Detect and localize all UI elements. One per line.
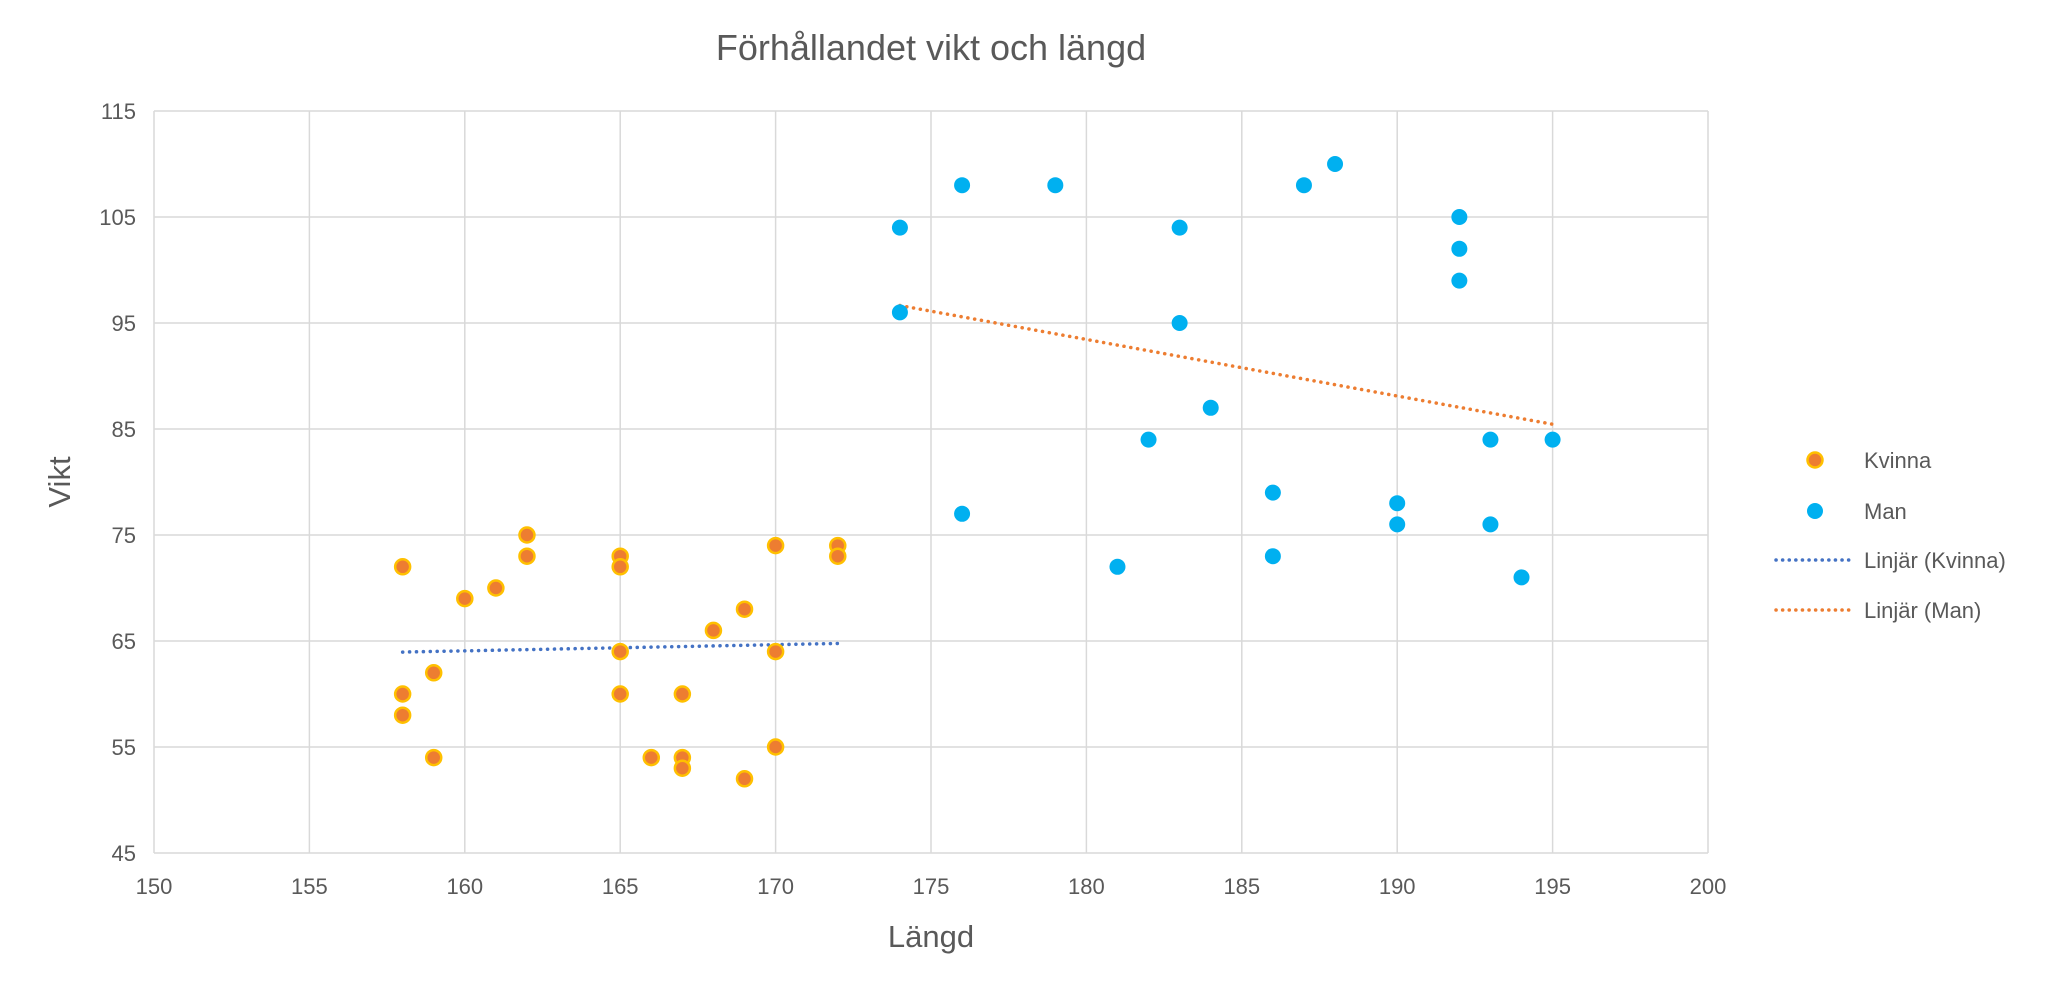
data-point-man [954, 505, 971, 522]
trendline-man [898, 303, 1555, 426]
data-point-kvinna [518, 547, 536, 565]
legend-label-trend-man: Linjär (Man) [1864, 598, 1981, 623]
x-tick-label: 200 [1690, 874, 1727, 899]
data-point-kvinna [393, 558, 412, 576]
data-point-man [1171, 315, 1188, 331]
data-point-kvinna [642, 748, 661, 767]
legend: Kvinna Man Linjär (Kvinna) Linjär (Man) [1774, 448, 2006, 623]
data-point-kvinna [611, 558, 629, 576]
data-point-kvinna [735, 600, 754, 618]
chart-title: Förhållandet vikt och längd [716, 27, 1146, 68]
legend-marker-kvinna [1806, 451, 1824, 469]
y-tick-label: 45 [112, 841, 136, 866]
data-point-man [1389, 516, 1406, 533]
data-point-kvinna [518, 526, 536, 544]
data-point-kvinna [673, 685, 692, 703]
data-point-man [1451, 240, 1468, 257]
data-points [393, 156, 1561, 788]
x-tick-label: 155 [291, 874, 328, 899]
data-point-kvinna [424, 664, 443, 682]
data-point-man [1295, 177, 1312, 194]
legend-item-trend-man: Linjär (Man) [1774, 598, 1981, 623]
data-point-man [1109, 558, 1126, 575]
data-point-man [1451, 272, 1468, 289]
data-point-man [1389, 495, 1406, 512]
x-tick-label: 165 [602, 874, 639, 899]
series-kvinna [393, 526, 847, 788]
x-tick-label: 175 [913, 874, 950, 899]
data-point-man [1047, 177, 1064, 194]
data-point-man [1264, 484, 1281, 501]
legend-marker-man [1807, 503, 1823, 519]
legend-item-trend-kvinna: Linjär (Kvinna) [1774, 548, 2006, 573]
gridlines [153, 110, 1709, 854]
y-tick-label: 85 [112, 417, 136, 442]
x-tick-label: 190 [1379, 874, 1416, 899]
data-point-kvinna [766, 738, 785, 756]
y-tick-label: 115 [101, 99, 136, 124]
y-tick-label: 75 [112, 523, 136, 548]
data-point-kvinna [456, 589, 474, 608]
y-tick-label: 105 [99, 205, 136, 230]
data-point-man [1482, 431, 1499, 448]
data-point-kvinna [766, 536, 785, 555]
x-tick-label: 150 [136, 874, 173, 899]
data-point-man [891, 219, 908, 236]
data-point-kvinna [393, 685, 412, 703]
trendlines [400, 303, 1555, 654]
data-point-kvinna [611, 685, 629, 703]
series-man [891, 156, 1561, 586]
data-point-man [1513, 569, 1530, 586]
data-point-man [1482, 516, 1499, 533]
y-tick-label: 65 [112, 629, 136, 654]
data-point-man [891, 304, 908, 321]
x-tick-label: 160 [446, 874, 483, 899]
x-axis-title: Längd [888, 919, 974, 954]
data-point-man [1202, 399, 1219, 416]
data-point-man [1327, 156, 1344, 172]
x-tick-label: 180 [1068, 874, 1105, 899]
data-point-kvinna [704, 621, 723, 640]
data-point-kvinna [766, 642, 785, 661]
data-point-man [1451, 209, 1468, 225]
x-axis-ticks: 150 155 160 165 170 175 180 185 190 195 200 [136, 874, 1727, 899]
x-tick-label: 195 [1534, 874, 1571, 899]
x-tick-label: 185 [1223, 874, 1260, 899]
y-axis-ticks: 45 55 65 75 85 95 105 115 [99, 99, 136, 866]
data-point-kvinna [735, 770, 754, 788]
x-tick-label: 170 [757, 874, 794, 899]
data-point-kvinna [393, 706, 412, 724]
legend-item-man: Man [1807, 499, 1907, 524]
legend-label-man: Man [1864, 499, 1907, 524]
legend-item-kvinna: Kvinna [1806, 448, 1932, 473]
data-point-kvinna [487, 579, 505, 597]
data-point-kvinna [424, 748, 443, 767]
data-point-kvinna [829, 547, 847, 565]
y-tick-label: 95 [112, 311, 136, 336]
y-tick-label: 55 [112, 735, 136, 760]
data-point-kvinna [611, 642, 629, 661]
y-axis-title: Vikt [42, 456, 77, 508]
data-point-man [954, 177, 971, 194]
data-point-kvinna [673, 759, 692, 777]
data-point-man [1171, 219, 1188, 236]
legend-label-kvinna: Kvinna [1864, 448, 1932, 473]
data-point-man [1140, 431, 1157, 448]
data-point-man [1264, 548, 1281, 565]
legend-label-trend-kvinna: Linjär (Kvinna) [1864, 548, 2006, 573]
data-point-man [1544, 431, 1561, 448]
